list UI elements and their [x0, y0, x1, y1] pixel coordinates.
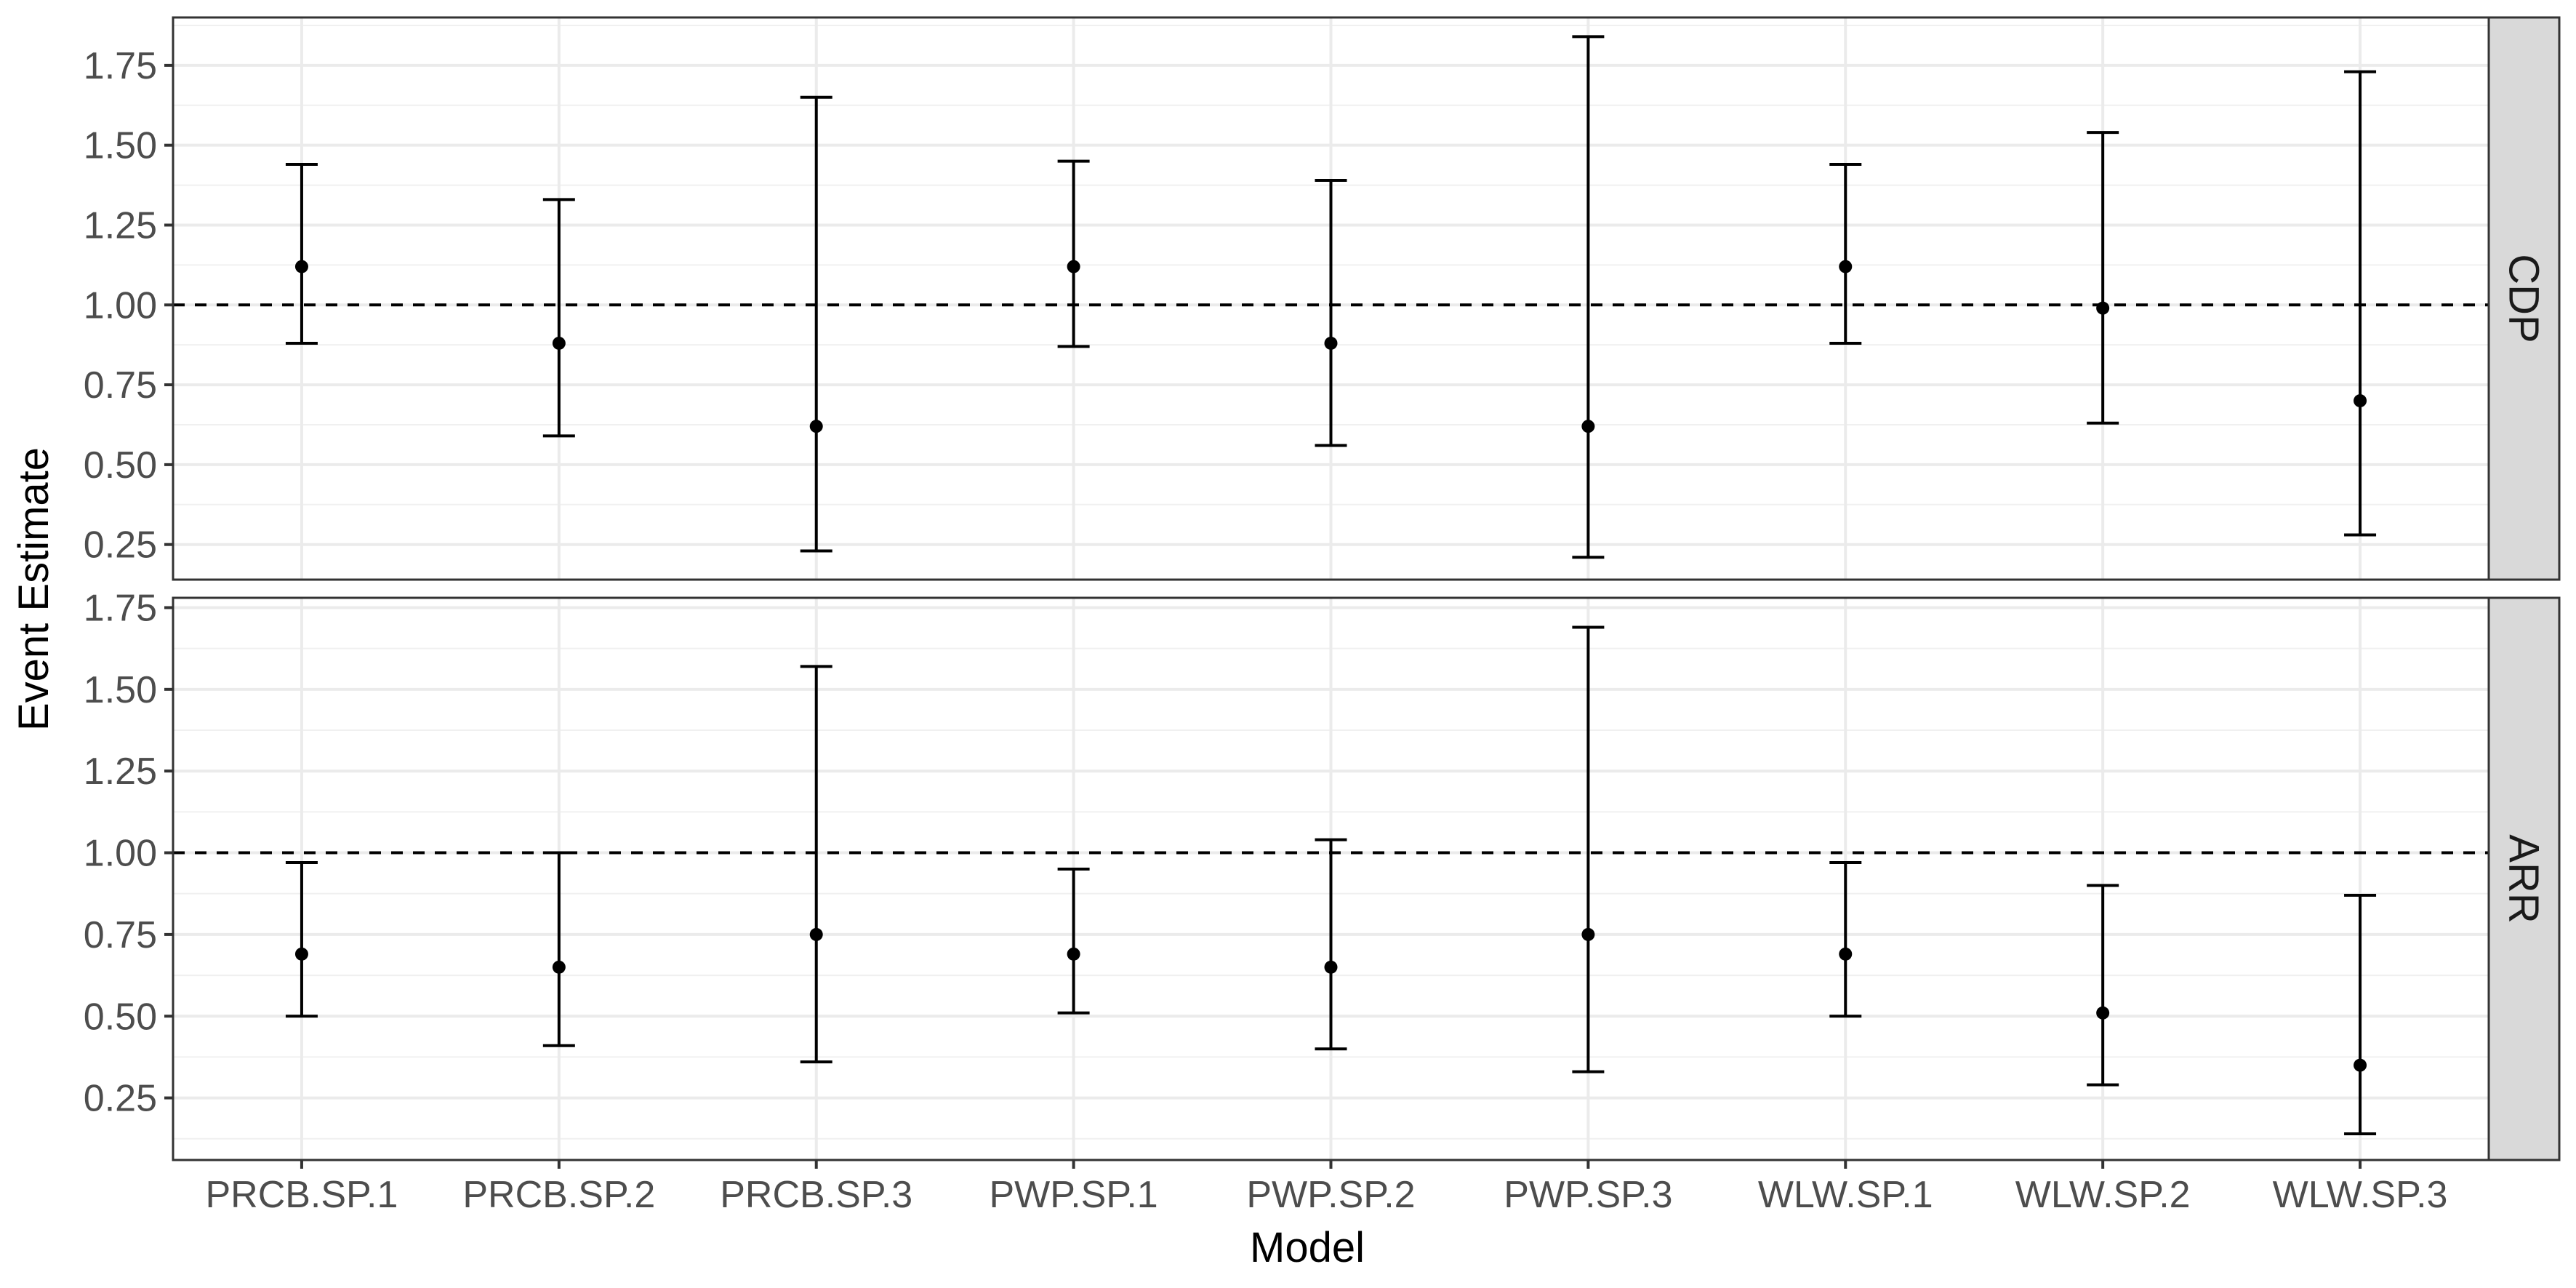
x-tick-label: WLW.SP.2 — [2015, 1174, 2191, 1216]
estimate-point — [1839, 260, 1853, 273]
estimate-point — [294, 947, 308, 961]
errorbar-wlw-sp-3 — [2344, 893, 2377, 1136]
y-tick-label: 1.75 — [84, 587, 157, 629]
estimate-point — [1067, 260, 1080, 273]
y-axis-title: Event Estimate — [10, 447, 57, 731]
x-tick-label: PWP.SP.3 — [1504, 1174, 1672, 1216]
estimate-point — [1839, 947, 1853, 961]
x-tick-label: PRCB.SP.3 — [720, 1174, 912, 1216]
estimate-point — [2096, 301, 2110, 315]
estimate-point — [2354, 394, 2367, 408]
x-tick-label: PWP.SP.2 — [1246, 1174, 1415, 1216]
x-tick-label: PWP.SP.1 — [989, 1174, 1157, 1216]
estimate-point — [1324, 960, 1338, 974]
y-tick-label: 1.00 — [84, 833, 157, 875]
errorbar-wlw-sp-3 — [2344, 70, 2377, 537]
errorbar-prcb-sp-2 — [542, 851, 575, 1047]
y-tick-label: 0.25 — [84, 1078, 157, 1120]
facet-strip — [2487, 16, 2561, 581]
panels-layer: 0.250.500.751.001.251.501.75CDP0.250.500… — [84, 16, 2561, 1161]
errorbar-pwp-sp-3 — [1572, 35, 1605, 559]
x-tick-label: PRCB.SP.2 — [462, 1174, 655, 1216]
estimate-point — [1581, 927, 1595, 941]
panel-arr: 0.25 0.50 0.75 1.00 1.25 1.50 1.75 ARR — [84, 587, 2561, 1161]
errorbar-prcb-sp-3 — [800, 665, 832, 1064]
y-tick-label: 0.75 — [84, 914, 157, 956]
estimate-point — [552, 336, 566, 350]
estimate-point — [1324, 336, 1338, 350]
errorbar-pwp-sp-3 — [1572, 625, 1605, 1073]
errorbar-prcb-sp-1 — [285, 163, 318, 345]
errorbar-pwp-sp-1 — [1057, 868, 1090, 1015]
errorbar-prcb-sp-2 — [542, 198, 575, 438]
estimate-point — [294, 260, 308, 273]
y-tick-label: 1.25 — [84, 204, 157, 247]
estimate-point — [2354, 1058, 2367, 1072]
errorbar-pwp-sp-2 — [1315, 178, 1347, 447]
y-tick-label: 1.25 — [84, 751, 157, 793]
estimate-point — [2096, 1006, 2110, 1020]
estimate-point — [552, 960, 566, 974]
y-tick-label: 1.50 — [84, 125, 157, 167]
y-tick-label: 1.75 — [84, 45, 157, 87]
y-tick-label: 0.50 — [84, 996, 157, 1038]
errorbar-prcb-sp-1 — [285, 861, 318, 1018]
y-tick-label: 1.50 — [84, 669, 157, 711]
estimate-point — [1581, 420, 1595, 433]
estimate-point — [809, 420, 823, 433]
errorbar-pwp-sp-2 — [1315, 838, 1347, 1051]
errorbar-wlw-sp-1 — [1829, 163, 1862, 345]
x-axis-title: Model — [1250, 1224, 1365, 1271]
x-tick-label: WLW.SP.3 — [2273, 1174, 2448, 1216]
x-tick-label: PRCB.SP.1 — [205, 1174, 398, 1216]
facet-strip-label: ARR — [2500, 834, 2548, 923]
facet-strip — [2487, 596, 2561, 1161]
errorbar-wlw-sp-2 — [2087, 131, 2119, 425]
facet-strip-label: CDP — [2500, 254, 2548, 343]
errorbar-pwp-sp-1 — [1057, 159, 1090, 348]
x-axis: PRCB.SP.1 PRCB.SP.2 PRCB.SP.3 PWP.SP.1 PWP.S… — [205, 1160, 2447, 1216]
y-tick-label: 1.00 — [84, 284, 157, 327]
y-tick-label: 0.50 — [84, 444, 157, 487]
x-tick-label: WLW.SP.1 — [1758, 1174, 1933, 1216]
errorbar-wlw-sp-2 — [2087, 884, 2119, 1087]
estimate-point — [809, 927, 823, 941]
panel-cdp: 0.25 0.50 0.75 1.00 1.25 1.50 1.75 CDP — [84, 16, 2561, 581]
estimate-point — [1067, 947, 1080, 961]
errorbar-prcb-sp-3 — [800, 95, 832, 553]
errorbar-wlw-sp-1 — [1829, 861, 1862, 1018]
y-tick-label: 0.75 — [84, 364, 157, 407]
y-tick-label: 0.25 — [84, 524, 157, 567]
